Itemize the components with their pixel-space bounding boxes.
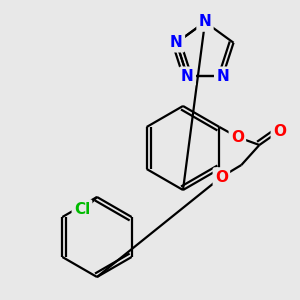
Text: O: O xyxy=(215,169,228,184)
Text: N: N xyxy=(170,35,183,50)
Text: O: O xyxy=(231,130,244,145)
Text: N: N xyxy=(216,69,229,84)
Text: Cl: Cl xyxy=(74,202,90,217)
Text: O: O xyxy=(273,124,286,139)
Text: N: N xyxy=(199,14,212,29)
Text: N: N xyxy=(181,69,194,84)
